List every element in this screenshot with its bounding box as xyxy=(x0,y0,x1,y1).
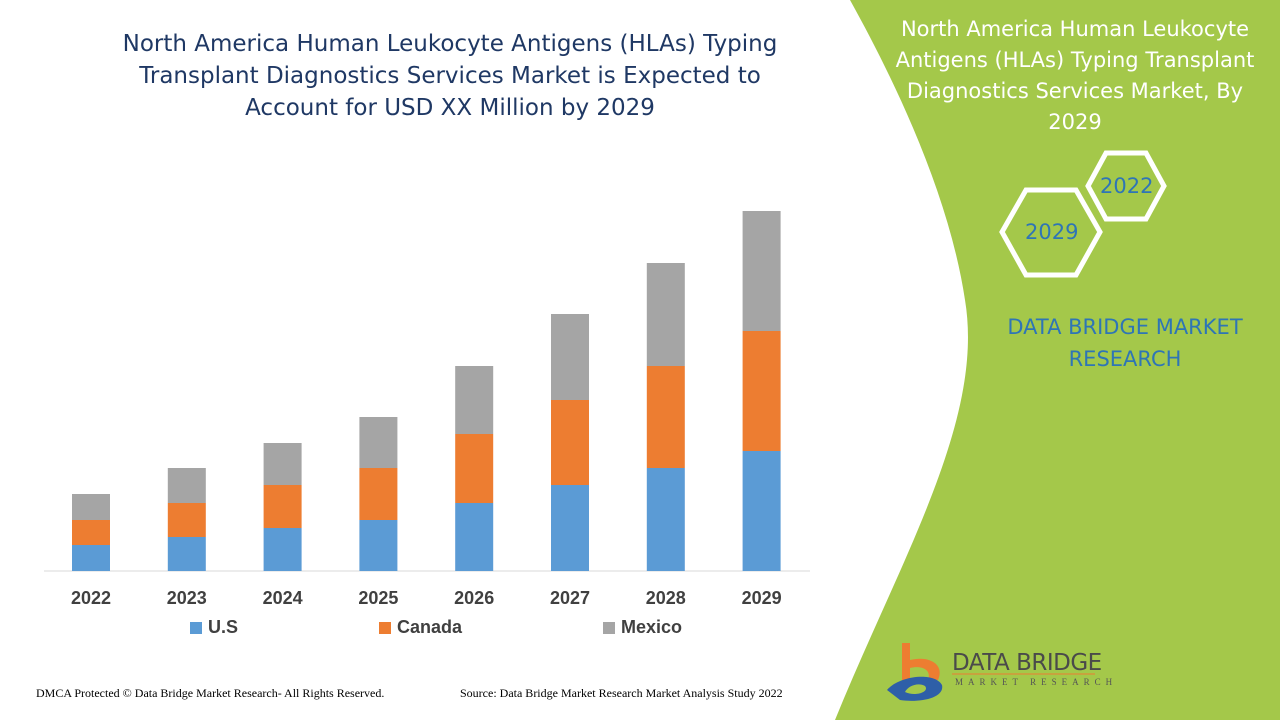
x-tick-label: 2024 xyxy=(262,588,303,608)
legend-label-mexico: Mexico xyxy=(621,617,683,637)
x-tick-label: 2025 xyxy=(358,588,399,608)
x-tick-label: 2026 xyxy=(454,588,495,608)
bar-mexico-2022 xyxy=(72,494,110,520)
bar-canada-2027 xyxy=(551,400,589,485)
bar-canada-2023 xyxy=(167,503,206,537)
bar-mexico-2023 xyxy=(167,468,206,503)
bar-canada-2028 xyxy=(646,366,685,468)
x-tick-label: 2023 xyxy=(166,588,207,608)
bar-canada-2024 xyxy=(263,485,302,528)
bar-us-2022 xyxy=(72,545,110,571)
logo-tagline: MARKET RESEARCH xyxy=(955,677,1118,687)
bar-canada-2026 xyxy=(455,434,494,503)
bar-us-2027 xyxy=(551,485,589,571)
hexagon-2022 xyxy=(1085,150,1167,222)
legend-swatch-mexico xyxy=(603,621,615,634)
bar-us-2025 xyxy=(359,520,398,571)
x-tick-label: 2029 xyxy=(741,588,782,608)
source-note: Source: Data Bridge Market Research Mark… xyxy=(460,686,783,700)
bar-mexico-2028 xyxy=(646,263,685,366)
hexagon-2029 xyxy=(999,187,1103,278)
bar-mexico-2029 xyxy=(742,211,781,331)
hex-label-2022: 2022 xyxy=(1100,174,1154,198)
bar-canada-2029 xyxy=(742,331,781,451)
bar-canada-2025 xyxy=(359,468,398,520)
chart-title: North America Human Leukocyte Antigens (… xyxy=(122,31,778,121)
x-tick-label: 2027 xyxy=(549,588,591,608)
side-panel-title: North America Human Leukocyte Antigens (… xyxy=(895,17,1255,134)
bar-us-2024 xyxy=(263,528,302,571)
bar-mexico-2026 xyxy=(455,366,494,434)
logo-name: DATA BRIDGE xyxy=(952,650,1102,676)
bar-us-2029 xyxy=(742,451,781,571)
logo-mark xyxy=(887,643,943,701)
green-side-panel xyxy=(835,0,1280,720)
bar-us-2023 xyxy=(167,537,206,571)
legend-item-us: U.S xyxy=(190,617,238,638)
legend-item-canada: Canada xyxy=(379,617,462,638)
bar-mexico-2024 xyxy=(263,443,302,485)
legend-swatch-us xyxy=(190,621,202,634)
legend-label-canada: Canada xyxy=(397,617,463,637)
bar-us-2028 xyxy=(646,468,685,571)
legend-item-mexico: Mexico xyxy=(603,617,682,638)
legend-label-us: U.S xyxy=(208,617,239,637)
legend-swatch-canada xyxy=(379,621,391,634)
copyright-notice: DMCA Protected © Data Bridge Market Rese… xyxy=(36,686,385,700)
x-tick-label: 2028 xyxy=(645,588,686,608)
bar-mexico-2025 xyxy=(359,417,398,468)
hex-label-2029: 2029 xyxy=(1025,220,1079,244)
x-tick-label: 2022 xyxy=(70,588,112,608)
bar-us-2026 xyxy=(455,503,494,571)
bar-canada-2022 xyxy=(72,520,110,545)
brand-text: DATA BRIDGE MARKET RESEARCH xyxy=(1007,315,1243,371)
bar-mexico-2027 xyxy=(551,314,589,400)
